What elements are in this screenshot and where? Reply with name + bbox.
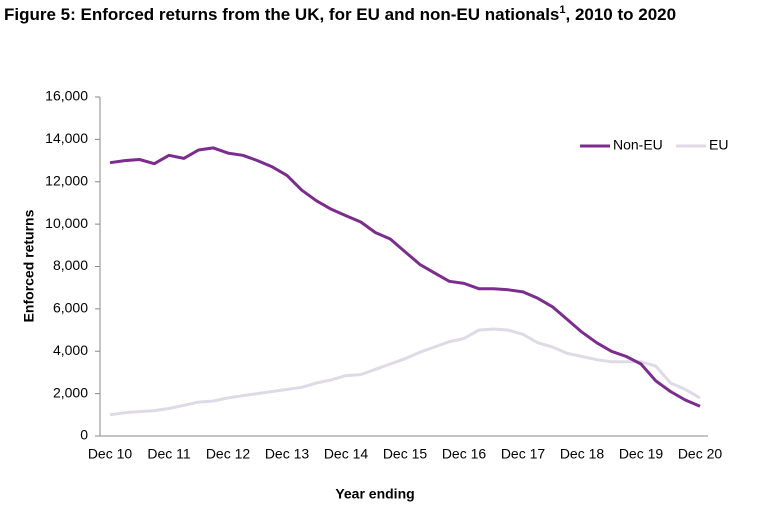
legend-label: EU	[709, 137, 728, 153]
x-tick-label: Dec 14	[324, 446, 369, 462]
x-tick-label: Dec 17	[501, 446, 546, 462]
x-axis-label: Year ending	[335, 486, 414, 502]
y-tick-label: 6,000	[53, 300, 88, 316]
series-line	[109, 327, 701, 417]
y-tick-label: 4,000	[53, 342, 88, 358]
x-tick-label: Dec 11	[147, 446, 191, 462]
x-tick-label: Dec 18	[560, 446, 605, 462]
x-tick-label: Dec 13	[265, 446, 310, 462]
y-tick-label: 8,000	[53, 257, 88, 273]
y-axis-label: Enforced returns	[21, 209, 37, 322]
x-tick-label: Dec 15	[383, 446, 428, 462]
x-tick-label: Dec 20	[678, 446, 723, 462]
y-tick-label: 0	[80, 427, 88, 443]
legend-label: Non-EU	[613, 137, 663, 153]
title-footnote: 1	[559, 4, 565, 16]
x-tick-label: Dec 16	[442, 446, 487, 462]
chart-title: Figure 5: Enforced returns from the UK, …	[4, 4, 676, 25]
y-tick-label: 10,000	[45, 215, 88, 231]
y-tick-label: 12,000	[45, 172, 88, 188]
x-tick-label: Dec 12	[206, 446, 251, 462]
series-line	[109, 146, 701, 408]
title-main: Figure 5: Enforced returns from the UK, …	[4, 5, 559, 24]
title-suffix: , 2010 to 2020	[566, 5, 677, 24]
x-tick-label: Dec 10	[88, 446, 133, 462]
x-tick-label: Dec 19	[619, 446, 664, 462]
y-tick-label: 14,000	[45, 130, 88, 146]
y-tick-label: 16,000	[45, 88, 88, 104]
y-tick-label: 2,000	[53, 384, 88, 400]
